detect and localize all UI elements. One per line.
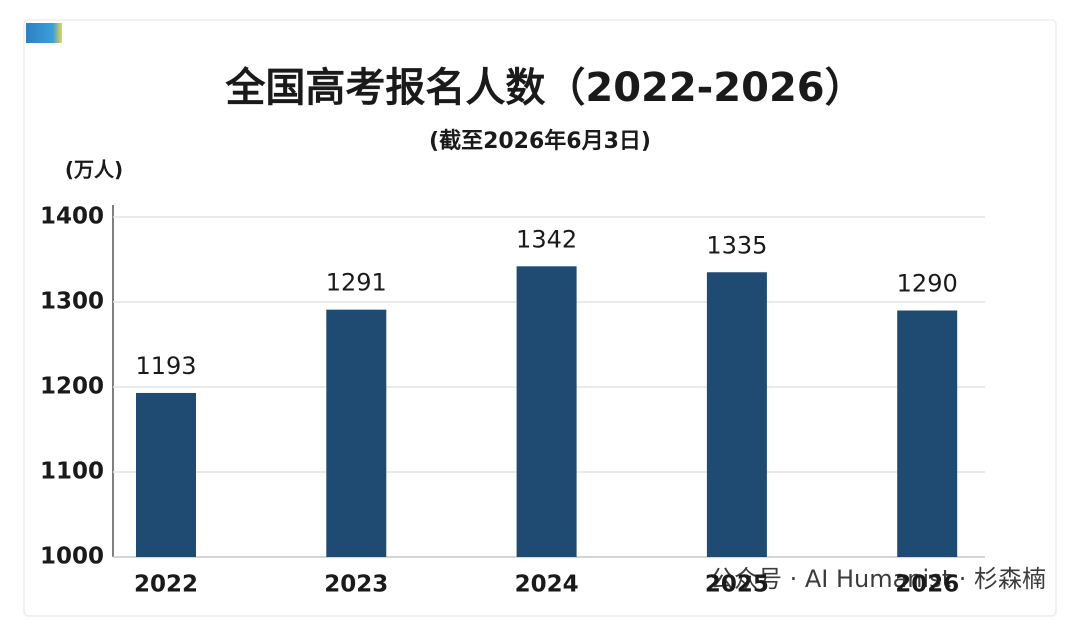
y-tick-label: 1400 bbox=[40, 204, 104, 230]
x-tick-label: 2024 bbox=[515, 572, 579, 598]
watermark: 公众号 · AI Humanist · 杉森楠 bbox=[710, 565, 1046, 593]
bar bbox=[706, 272, 767, 557]
y-tick-label: 1000 bbox=[40, 544, 104, 570]
icon bbox=[26, 23, 62, 43]
chart-title: 全国高考报名人数（2022-2026） bbox=[224, 65, 864, 111]
data-label: 1193 bbox=[135, 352, 196, 380]
y-tick-label: 1100 bbox=[40, 459, 104, 485]
bar bbox=[516, 266, 577, 557]
data-label: 1335 bbox=[706, 231, 767, 259]
y-axis-label: (万人) bbox=[65, 158, 123, 182]
data-label: 1342 bbox=[516, 225, 577, 253]
x-tick-label: 2026 bbox=[895, 572, 959, 598]
bar bbox=[136, 392, 196, 557]
x-tick-label: 2023 bbox=[324, 572, 388, 598]
data-label: 1290 bbox=[897, 270, 958, 298]
y-tick-label: 1200 bbox=[40, 374, 104, 400]
x-tick-label: 2022 bbox=[134, 572, 198, 598]
bar bbox=[897, 310, 958, 557]
chart-subtitle: (截至2026年6月3日) bbox=[429, 128, 651, 154]
y-tick-label: 1300 bbox=[40, 289, 104, 315]
bar bbox=[326, 309, 387, 557]
data-label: 1291 bbox=[326, 269, 387, 297]
x-tick-label: 2025 bbox=[705, 572, 769, 598]
